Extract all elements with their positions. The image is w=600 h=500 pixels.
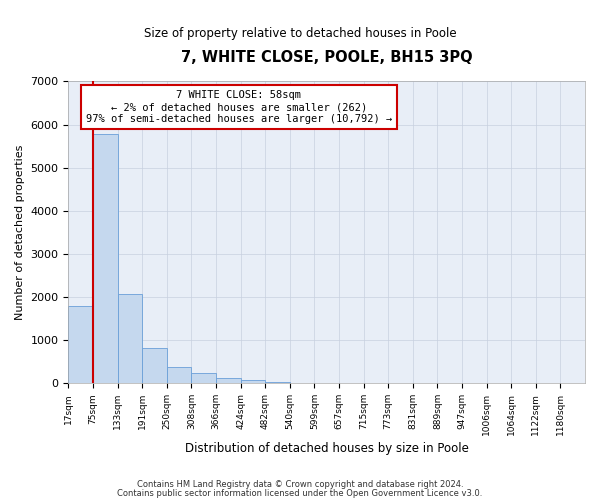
Bar — [118, 294, 142, 383]
Bar — [68, 306, 93, 383]
Text: 7 WHITE CLOSE: 58sqm
← 2% of detached houses are smaller (262)
97% of semi-detac: 7 WHITE CLOSE: 58sqm ← 2% of detached ho… — [86, 90, 392, 124]
Bar — [241, 380, 265, 383]
Bar — [191, 373, 216, 383]
Bar — [167, 368, 191, 383]
Y-axis label: Number of detached properties: Number of detached properties — [15, 144, 25, 320]
Title: 7, WHITE CLOSE, POOLE, BH15 3PQ: 7, WHITE CLOSE, POOLE, BH15 3PQ — [181, 50, 473, 65]
Bar — [216, 378, 241, 383]
Bar — [142, 348, 167, 383]
Text: Contains HM Land Registry data © Crown copyright and database right 2024.: Contains HM Land Registry data © Crown c… — [137, 480, 463, 489]
Text: Contains public sector information licensed under the Open Government Licence v3: Contains public sector information licen… — [118, 488, 482, 498]
Text: Size of property relative to detached houses in Poole: Size of property relative to detached ho… — [143, 28, 457, 40]
X-axis label: Distribution of detached houses by size in Poole: Distribution of detached houses by size … — [185, 442, 469, 455]
Bar — [265, 382, 290, 383]
Bar — [93, 134, 118, 383]
